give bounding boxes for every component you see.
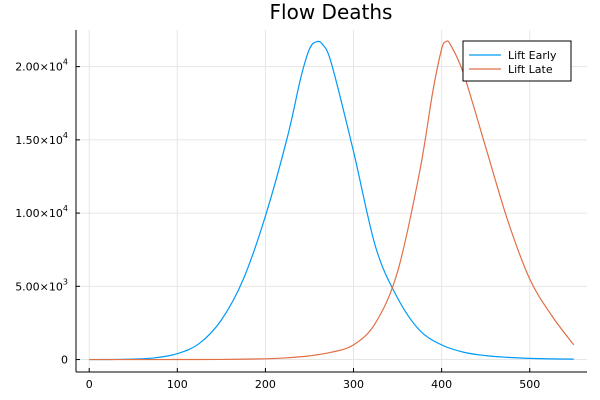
legend-box <box>462 40 572 82</box>
y-tick-mantissa: 2.00×10 <box>15 61 63 74</box>
x-tick-label: 400 <box>431 378 452 391</box>
y-tick-exponent: 4 <box>63 58 68 67</box>
x-tick-label: 300 <box>343 378 364 391</box>
y-tick-label: 1.50×104 <box>15 131 68 147</box>
y-tick-label: 2.00×104 <box>15 58 68 74</box>
y-tick-mantissa: 0 <box>61 354 68 367</box>
axes: 0 100 200 300 400 50005.00×1031.00×1041.50×10… <box>15 30 587 391</box>
y-tick-label: 5.00×103 <box>15 277 68 293</box>
x-tick-label: 0 <box>86 378 93 391</box>
x-tick-label: 500 <box>519 378 540 391</box>
y-tick-label: 1.00×104 <box>15 204 68 220</box>
y-tick-mantissa: 1.50×10 <box>15 134 63 147</box>
series-layer <box>89 40 575 361</box>
series-line-lift-late <box>89 40 575 361</box>
x-tick-label: 100 <box>167 378 188 391</box>
series-line-lift-early <box>89 40 574 361</box>
x-tick-label: 200 <box>255 378 276 391</box>
y-tick-exponent: 4 <box>63 131 68 140</box>
y-tick-exponent: 3 <box>63 277 68 286</box>
legend-label: Lift Early <box>508 49 557 62</box>
y-tick-exponent: 4 <box>63 204 68 213</box>
legend-label: Lift Late <box>508 63 553 76</box>
chart-title: Flow Deaths <box>270 0 393 24</box>
y-tick-mantissa: 1.00×10 <box>15 207 63 220</box>
y-tick-mantissa: 5.00×10 <box>15 280 63 293</box>
y-tick-label: 0 <box>61 354 68 367</box>
